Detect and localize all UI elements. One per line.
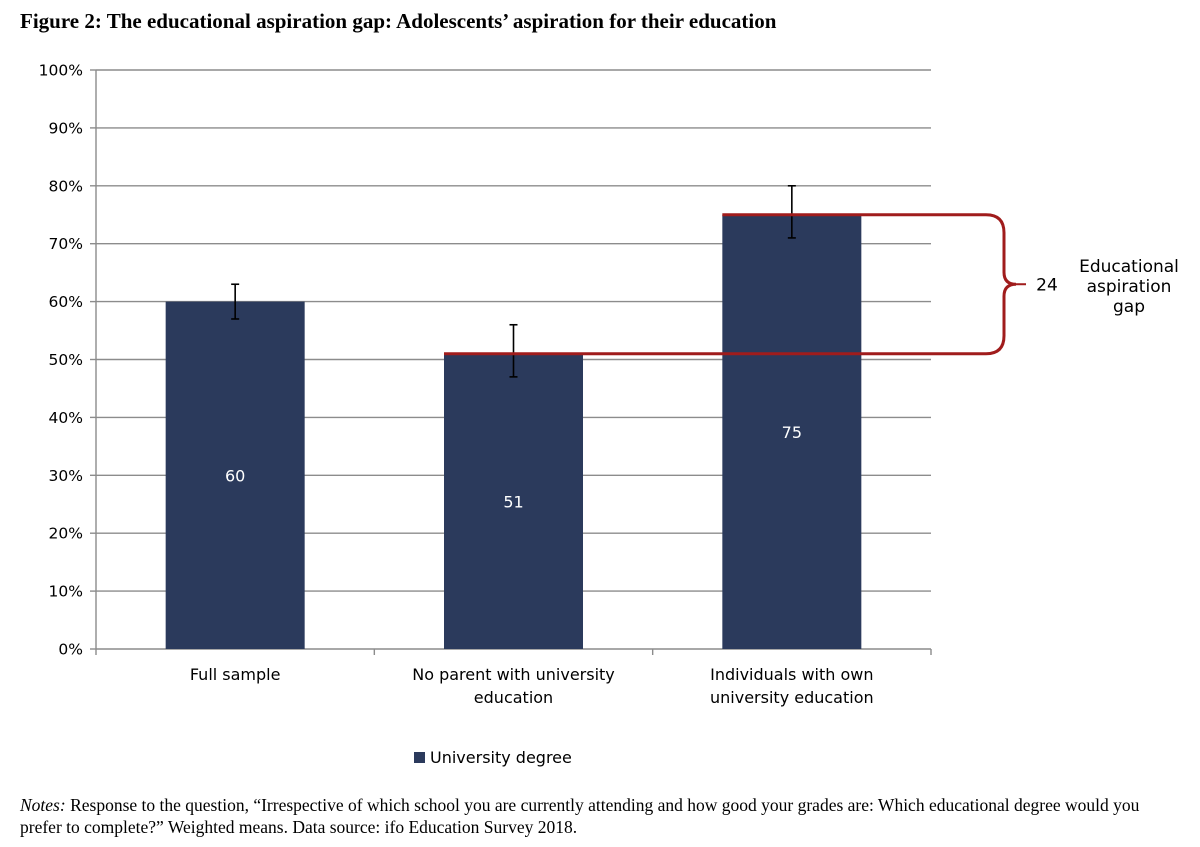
y-tick-label: 70% (49, 235, 83, 253)
y-tick-label: 40% (49, 409, 83, 427)
x-tick-label: Individuals with own (710, 665, 873, 684)
notes: Notes: Response to the question, “Irresp… (20, 794, 1185, 838)
y-tick-label: 100% (39, 62, 83, 80)
data-label: 60 (225, 466, 245, 485)
bar (722, 214, 862, 649)
y-axis: 0% 10% 20% 30% 40% 50% 60% 70% 80% 90% 100% (39, 62, 97, 659)
x-axis: Full sample No parent with university educ… (95, 648, 932, 707)
gap-label: gap (1113, 297, 1145, 317)
legend-swatch (414, 752, 425, 763)
bar-chart: 0% 10% 20% 30% 40% 50% 60% 70% 80% 90% 100% Full s… (39, 62, 1179, 768)
gap-value: 24 (1036, 276, 1058, 296)
y-tick-label: 30% (49, 467, 83, 485)
data-label: 75 (782, 423, 802, 442)
legend: University degree (414, 748, 572, 767)
gap-bracket (985, 213, 1017, 356)
bar (444, 353, 583, 649)
gap-label: aspiration (1087, 277, 1172, 297)
bar (165, 301, 305, 649)
data-labels: 60 51 75 (225, 423, 802, 511)
y-tick-label: 0% (58, 641, 83, 659)
legend-label: University degree (430, 748, 572, 767)
notes-text: Response to the question, “Irrespective … (20, 795, 1140, 837)
y-tick-label: 50% (49, 351, 83, 369)
y-tick-label: 10% (49, 583, 83, 601)
bars (165, 214, 862, 649)
x-tick-label: education (474, 688, 553, 707)
y-tick-label: 80% (49, 177, 83, 195)
y-tick-label: 60% (49, 293, 83, 311)
data-label: 51 (503, 492, 523, 511)
y-tick-label: 90% (49, 119, 83, 137)
y-tick-label: 20% (49, 525, 83, 543)
x-tick-label: Full sample (190, 665, 281, 684)
gap-label: Educational (1079, 257, 1179, 277)
x-tick-label: No parent with university (412, 665, 615, 684)
error-bars (231, 185, 796, 378)
x-tick-label: university education (710, 688, 874, 707)
notes-label: Notes: (20, 795, 66, 815)
figure-title: Figure 2: The educational aspiration gap… (20, 9, 777, 33)
